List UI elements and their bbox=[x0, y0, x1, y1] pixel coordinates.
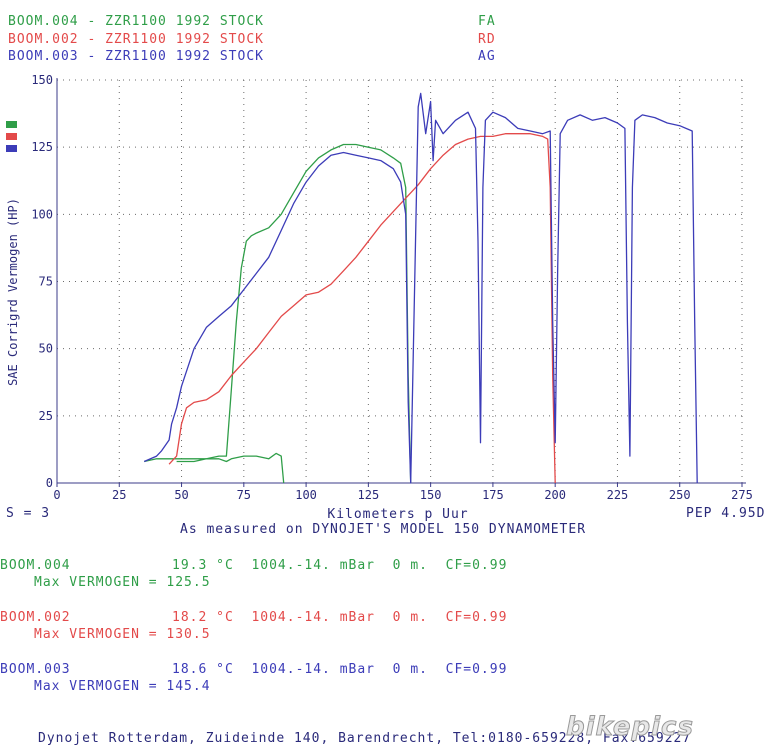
footer-right: PEP 4.95D bbox=[686, 506, 766, 521]
x-tick-label: 275 bbox=[731, 488, 753, 502]
y-tick-label: 25 bbox=[39, 409, 53, 423]
x-tick-label: 250 bbox=[669, 488, 691, 502]
legend-item-boom-002: BOOM.002 - ZZR1100 1992 STOCK bbox=[8, 32, 264, 47]
y-tick-label: 100 bbox=[31, 207, 53, 221]
axes: 0 25 50 75 100 125 150 175 200 225 250 275 0 25 50 75 10… bbox=[31, 73, 753, 502]
x-tick-label: 75 bbox=[237, 488, 251, 502]
y-tick-label: 50 bbox=[39, 342, 53, 356]
legend-code: AG bbox=[478, 49, 496, 64]
y-tick-label: 0 bbox=[46, 476, 53, 490]
bikepics-watermark: bikepics bbox=[566, 712, 694, 743]
series-line bbox=[176, 452, 285, 484]
run-conditions: 18.6 °C 1004.-14. mBar 0 m. CF=0.99 bbox=[172, 662, 508, 677]
legend-code: FA bbox=[478, 14, 496, 29]
series-line bbox=[143, 92, 698, 484]
run-max-power: Max VERMOGEN = 125.5 bbox=[34, 575, 211, 590]
series-line bbox=[144, 143, 412, 484]
legend-label: BOOM.002 - ZZR1100 1992 STOCK bbox=[8, 32, 264, 47]
x-tick-label: 175 bbox=[482, 488, 504, 502]
dyno-chart: 0 25 50 75 100 125 150 175 200 225 250 275 0 25 50 75 10… bbox=[6, 73, 753, 522]
address-line: Dynojet Rotterdam, Zuideinde 140, Barend… bbox=[38, 731, 692, 746]
legend-swatches bbox=[6, 121, 17, 152]
x-tick-label: 150 bbox=[420, 488, 442, 502]
run-conditions: 18.2 °C 1004.-14. mBar 0 m. CF=0.99 bbox=[172, 610, 508, 625]
run-id: BOOM.004 bbox=[0, 558, 71, 573]
legend-label: BOOM.003 - ZZR1100 1992 STOCK bbox=[8, 49, 264, 64]
run-max-power: Max VERMOGEN = 145.4 bbox=[34, 679, 211, 694]
legend-code: RD bbox=[478, 32, 496, 47]
legend-label: BOOM.004 - ZZR1100 1992 STOCK bbox=[8, 14, 264, 29]
x-tick-label: 50 bbox=[174, 488, 188, 502]
x-tick-label: 0 bbox=[53, 488, 60, 502]
x-axis-label: Kilometers p Uur bbox=[327, 507, 468, 522]
series-line bbox=[168, 133, 556, 484]
series-lines bbox=[143, 92, 698, 484]
x-tick-label: 225 bbox=[607, 488, 629, 502]
run-conditions: 19.3 °C 1004.-14. mBar 0 m. CF=0.99 bbox=[172, 558, 508, 573]
x-tick-label: 25 bbox=[112, 488, 126, 502]
run-id: BOOM.003 bbox=[0, 662, 71, 677]
legend-item-boom-004: BOOM.004 - ZZR1100 1992 STOCK bbox=[8, 14, 264, 29]
grid bbox=[57, 79, 743, 483]
y-tick-label: 75 bbox=[39, 275, 53, 289]
legend-swatch bbox=[6, 133, 17, 140]
footer-left: S = 3 bbox=[6, 506, 51, 521]
x-tick-label: 200 bbox=[544, 488, 566, 502]
measured-note: As measured on DYNOJET'S MODEL 150 DYNAM… bbox=[180, 522, 587, 537]
run-id: BOOM.002 bbox=[0, 610, 71, 625]
x-tick-label: 125 bbox=[358, 488, 380, 502]
y-axis-label: SAE Corrigrd Vermogen (HP) bbox=[6, 198, 20, 386]
legend-item-boom-003: BOOM.003 - ZZR1100 1992 STOCK bbox=[8, 49, 264, 64]
y-tick-label: 150 bbox=[31, 73, 53, 87]
x-tick-label: 100 bbox=[295, 488, 317, 502]
y-tick-label: 125 bbox=[31, 140, 53, 154]
legend-swatch bbox=[6, 145, 17, 152]
legend-swatch bbox=[6, 121, 17, 128]
run-max-power: Max VERMOGEN = 130.5 bbox=[34, 627, 211, 642]
